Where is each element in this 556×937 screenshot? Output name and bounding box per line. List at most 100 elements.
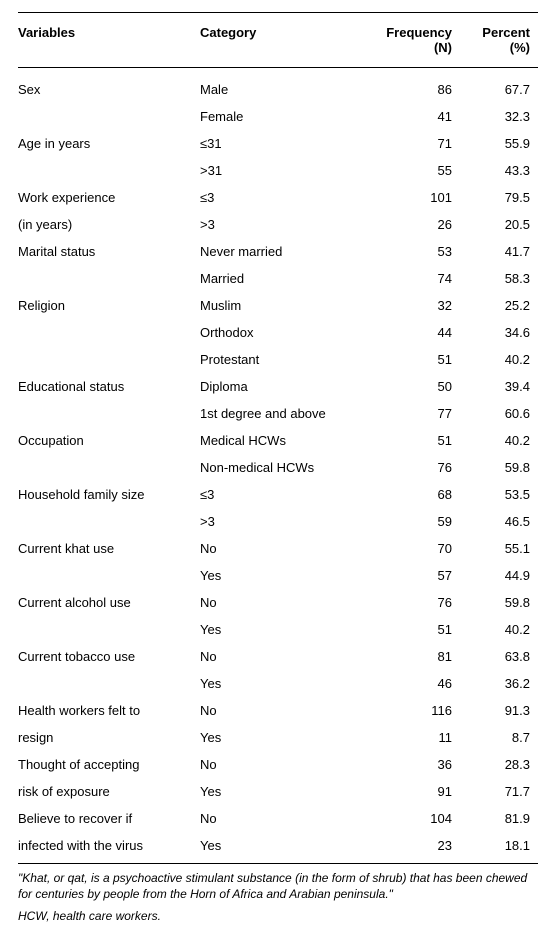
cell-variable: resign [18,724,200,751]
cell-category: Never married [200,238,366,265]
cell-variable [18,265,200,292]
cell-percent: 40.2 [460,346,538,373]
cell-variable: Occupation [18,427,200,454]
cell-variable: Current khat use [18,535,200,562]
cell-category: Non-medical HCWs [200,454,366,481]
data-table: Variables Category Frequency (N) Percent… [18,12,538,864]
cell-category: Yes [200,778,366,805]
table-row: Health workers felt toNo11691.3 [18,697,538,724]
table-row: Age in years≤317155.9 [18,130,538,157]
cell-frequency: 91 [366,778,460,805]
cell-frequency: 46 [366,670,460,697]
table-row: ReligionMuslim3225.2 [18,292,538,319]
cell-variable [18,400,200,427]
cell-category: Yes [200,616,366,643]
cell-category: No [200,751,366,778]
table-row: >315543.3 [18,157,538,184]
cell-percent: 34.6 [460,319,538,346]
cell-category: Yes [200,670,366,697]
cell-category: Yes [200,724,366,751]
cell-percent: 25.2 [460,292,538,319]
cell-category: Yes [200,562,366,589]
cell-category: No [200,535,366,562]
cell-category: No [200,805,366,832]
table-row: resignYes118.7 [18,724,538,751]
cell-variable [18,508,200,535]
table-row: Female4132.3 [18,103,538,130]
cell-category: >3 [200,211,366,238]
cell-variable [18,562,200,589]
cell-percent: 36.2 [460,670,538,697]
table-row: (in years)>32620.5 [18,211,538,238]
table-row: risk of exposureYes9171.7 [18,778,538,805]
cell-category: No [200,643,366,670]
table-row: Orthodox4434.6 [18,319,538,346]
table-row: Current khat useNo7055.1 [18,535,538,562]
table-row: >35946.5 [18,508,538,535]
cell-frequency: 59 [366,508,460,535]
cell-variable [18,157,200,184]
footnote: HCW, health care workers. [18,908,538,924]
cell-category: 1st degree and above [200,400,366,427]
cell-percent: 91.3 [460,697,538,724]
table-row: Current tobacco useNo8163.8 [18,643,538,670]
cell-frequency: 116 [366,697,460,724]
cell-percent: 53.5 [460,481,538,508]
cell-percent: 20.5 [460,211,538,238]
cell-variable: Health workers felt to [18,697,200,724]
cell-percent: 67.7 [460,68,538,104]
cell-frequency: 104 [366,805,460,832]
cell-percent: 41.7 [460,238,538,265]
table-row: Protestant5140.2 [18,346,538,373]
table-row: Yes5140.2 [18,616,538,643]
cell-variable: Work experience [18,184,200,211]
header-percent: Percent (%) [460,13,538,68]
cell-variable: Current tobacco use [18,643,200,670]
cell-percent: 40.2 [460,427,538,454]
cell-variable: Thought of accepting [18,751,200,778]
cell-percent: 39.4 [460,373,538,400]
cell-variable: Religion [18,292,200,319]
cell-percent: 40.2 [460,616,538,643]
table-row: OccupationMedical HCWs5140.2 [18,427,538,454]
cell-frequency: 86 [366,68,460,104]
cell-percent: 59.8 [460,454,538,481]
table-row: Non-medical HCWs7659.8 [18,454,538,481]
cell-category: >31 [200,157,366,184]
cell-frequency: 68 [366,481,460,508]
cell-category: No [200,697,366,724]
table-row: Current alcohol useNo7659.8 [18,589,538,616]
cell-category: Diploma [200,373,366,400]
cell-frequency: 76 [366,454,460,481]
cell-frequency: 51 [366,616,460,643]
cell-category: Yes [200,832,366,864]
cell-percent: 8.7 [460,724,538,751]
cell-percent: 18.1 [460,832,538,864]
cell-variable: Household family size [18,481,200,508]
cell-variable: Believe to recover if [18,805,200,832]
table-row: Work experience≤310179.5 [18,184,538,211]
cell-variable [18,103,200,130]
cell-percent: 79.5 [460,184,538,211]
cell-frequency: 53 [366,238,460,265]
cell-percent: 59.8 [460,589,538,616]
cell-frequency: 23 [366,832,460,864]
header-frequency: Frequency (N) [366,13,460,68]
cell-category: >3 [200,508,366,535]
cell-category: Medical HCWs [200,427,366,454]
cell-frequency: 55 [366,157,460,184]
cell-variable: Age in years [18,130,200,157]
cell-category: Male [200,68,366,104]
cell-category: ≤3 [200,481,366,508]
cell-category: Female [200,103,366,130]
cell-frequency: 41 [366,103,460,130]
cell-variable: risk of exposure [18,778,200,805]
cell-frequency: 71 [366,130,460,157]
table-row: Educational statusDiploma5039.4 [18,373,538,400]
table-row: Believe to recover ifNo10481.9 [18,805,538,832]
cell-percent: 43.3 [460,157,538,184]
table-row: infected with the virusYes2318.1 [18,832,538,864]
cell-variable: infected with the virus [18,832,200,864]
cell-frequency: 77 [366,400,460,427]
table-row: 1st degree and above7760.6 [18,400,538,427]
